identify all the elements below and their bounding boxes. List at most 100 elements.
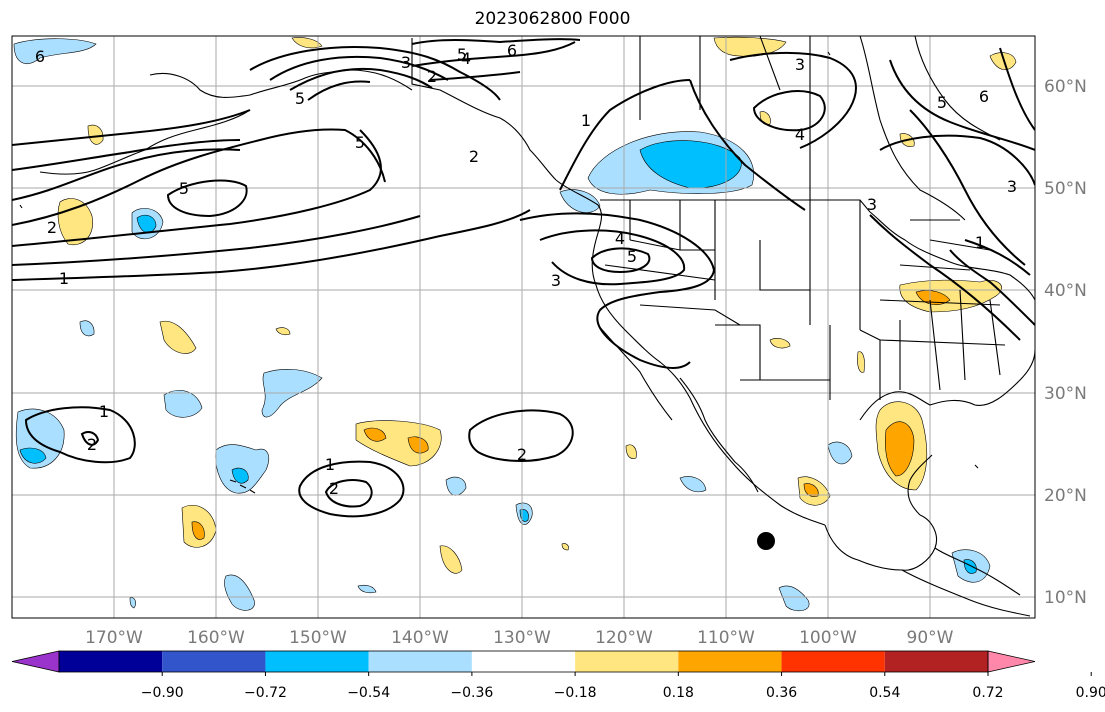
contour-label: 4 xyxy=(795,125,805,144)
colorbar-bin xyxy=(471,651,576,672)
anomaly-region-lightblue xyxy=(679,476,707,493)
colorbar-tick-label: 0.18 xyxy=(663,685,694,701)
colorbar-extend-min xyxy=(11,650,60,673)
coastline-segment xyxy=(679,377,759,493)
contour-label: 2 xyxy=(47,218,57,237)
contour-label: 6 xyxy=(507,41,517,60)
colorbar-bin xyxy=(884,651,988,672)
map-title: 2023062800 F000 xyxy=(474,9,631,29)
anomaly-region-orange xyxy=(407,436,429,454)
longitude-tick-label: 90°W xyxy=(907,628,954,648)
contour-line xyxy=(559,79,691,191)
shaded-anomaly-layer xyxy=(13,36,1017,612)
colorbar-bin xyxy=(265,651,369,672)
anomaly-region-yellow xyxy=(561,543,569,551)
colorbar-tick-label: 0.54 xyxy=(869,685,900,701)
contour-line xyxy=(519,212,716,369)
coastline-segment xyxy=(19,51,979,469)
longitude-tick-label: 100°W xyxy=(799,628,857,648)
colorbar-tick-label: 0.36 xyxy=(766,685,797,701)
contour-line xyxy=(411,38,581,45)
contour-label: 3 xyxy=(401,53,411,72)
anomaly-region-yellow xyxy=(857,351,865,373)
contour-label: 6 xyxy=(35,47,45,66)
contour-line xyxy=(324,479,373,508)
coastline-segment xyxy=(629,200,861,330)
contour-label: 2 xyxy=(517,445,527,464)
map-frame xyxy=(11,35,1036,619)
contour-label: 4 xyxy=(615,229,625,248)
colorbar-tick-label: −0.54 xyxy=(347,685,390,701)
anomaly-region-yellow xyxy=(625,444,637,459)
contour-line xyxy=(289,67,433,91)
anomaly-region-yellow xyxy=(87,124,104,145)
contour-line xyxy=(166,179,248,218)
contour-label: 5 xyxy=(627,247,637,266)
colorbar-tick-label: −0.36 xyxy=(450,685,493,701)
coastline-segment xyxy=(914,36,1001,141)
anomaly-region-deepsky xyxy=(19,447,47,464)
longitude-tick-label: 140°W xyxy=(391,628,449,648)
anomaly-region-lightblue xyxy=(559,189,601,213)
coastline-segment xyxy=(869,211,1035,301)
anomaly-region-lightblue xyxy=(827,441,853,465)
contour-label: 5 xyxy=(179,179,189,198)
anomaly-region-yellow xyxy=(291,37,323,49)
contour-label: 6 xyxy=(979,87,989,106)
contour-label: 4 xyxy=(461,49,471,68)
contour-label: 1 xyxy=(99,402,109,421)
anomaly-region-yellow xyxy=(439,545,463,574)
latitude-tick-label: 20°N xyxy=(1044,486,1087,506)
longitude-tick-label: 170°W xyxy=(85,628,143,648)
colorbar-frame xyxy=(58,650,989,673)
colorbar-bin xyxy=(678,651,782,672)
coastline-segment xyxy=(824,514,938,571)
colorbar-bin xyxy=(162,651,266,672)
colorbar-tick-label: −0.72 xyxy=(244,685,287,701)
contour-line xyxy=(689,79,806,211)
contour-line xyxy=(909,109,1026,266)
contour-line xyxy=(249,45,501,101)
colorbar-tick-label: 0.90 xyxy=(1076,685,1105,701)
anomaly-region-orange xyxy=(191,521,205,540)
coastline-segment xyxy=(639,36,811,200)
contour-label: 3 xyxy=(867,195,877,214)
colorbar-bin xyxy=(575,651,679,672)
contour-lines xyxy=(12,38,1035,518)
colorbar-bin xyxy=(59,651,163,672)
contour-line xyxy=(12,128,386,226)
anomaly-region-lightblue xyxy=(445,476,467,496)
contour-label: 3 xyxy=(1007,177,1017,196)
colorbar-tick-label: −0.90 xyxy=(141,685,184,701)
contour-line xyxy=(879,134,1035,186)
colorbar: −0.90 −0.72 −0.54 −0.36 −0.18 0.18 0.36 0.54 0.7… xyxy=(11,650,1105,701)
contour-line xyxy=(12,129,382,247)
contour-line xyxy=(12,109,251,146)
anomaly-region-deepsky xyxy=(639,140,742,189)
contour-label: 5 xyxy=(295,89,305,108)
contour-line xyxy=(964,239,1031,276)
latitude-tick-label: 10°N xyxy=(1044,588,1087,608)
contour-line xyxy=(752,90,826,132)
contour-label: 2 xyxy=(87,435,97,454)
latitude-tick-label: 50°N xyxy=(1044,179,1087,199)
contour-label: 1 xyxy=(325,455,335,474)
contour-label: 5 xyxy=(937,93,947,112)
contour-line xyxy=(889,59,1035,151)
colorbar-bin xyxy=(781,651,885,672)
coastline-segment xyxy=(149,69,413,98)
latitude-tick-label: 60°N xyxy=(1044,77,1087,97)
longitude-tick-label: 130°W xyxy=(493,628,551,648)
contour-line xyxy=(999,47,1035,131)
contour-line xyxy=(468,409,574,462)
contour-line xyxy=(269,55,449,81)
anomaly-region-yellow xyxy=(159,320,197,354)
colorbar-bin xyxy=(368,651,472,672)
storm-center-marker xyxy=(757,532,775,550)
coastline-segment xyxy=(229,479,256,494)
contour-line xyxy=(411,41,576,67)
contour-label: 3 xyxy=(551,271,561,290)
contour-label: 3 xyxy=(795,55,805,74)
